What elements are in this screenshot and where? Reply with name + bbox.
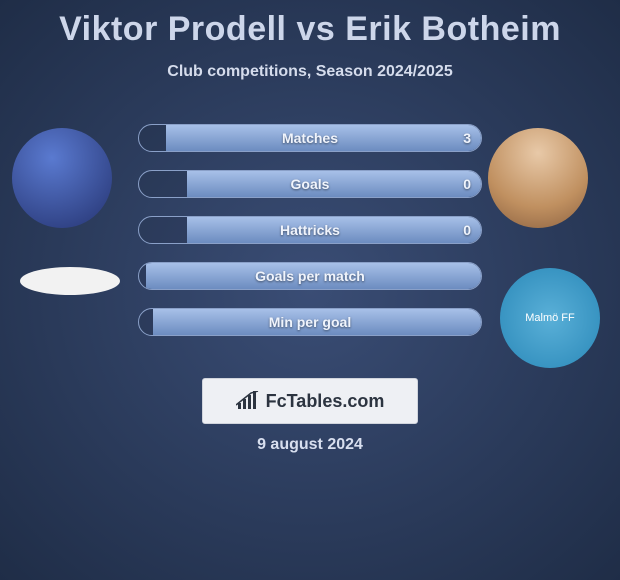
stats-panel: Matches3Goals0Hattricks0Goals per matchM… xyxy=(138,124,482,354)
club-left-badge xyxy=(20,267,120,295)
stat-row: Matches3 xyxy=(138,124,482,152)
chart-icon xyxy=(236,391,260,411)
player-left-avatar xyxy=(12,128,112,228)
stat-label: Goals per match xyxy=(139,263,481,289)
date-label: 9 august 2024 xyxy=(0,436,620,454)
stat-row: Min per goal xyxy=(138,308,482,336)
stat-row: Hattricks0 xyxy=(138,216,482,244)
club-right-label: Malmö FF xyxy=(525,312,575,324)
brand-text: FcTables.com xyxy=(266,391,385,412)
subtitle: Club competitions, Season 2024/2025 xyxy=(0,63,620,81)
stat-label: Goals xyxy=(139,171,481,197)
stat-label: Hattricks xyxy=(139,217,481,243)
stat-value-right: 3 xyxy=(463,125,471,151)
stat-row: Goals0 xyxy=(138,170,482,198)
stat-value-right: 0 xyxy=(463,217,471,243)
brand-box: FcTables.com xyxy=(202,378,418,424)
stat-label: Matches xyxy=(139,125,481,151)
player-right-avatar xyxy=(488,128,588,228)
stat-value-right: 0 xyxy=(463,171,471,197)
club-right-badge: Malmö FF xyxy=(500,268,600,368)
page-title: Viktor Prodell vs Erik Botheim xyxy=(0,0,620,49)
stat-row: Goals per match xyxy=(138,262,482,290)
stat-label: Min per goal xyxy=(139,309,481,335)
